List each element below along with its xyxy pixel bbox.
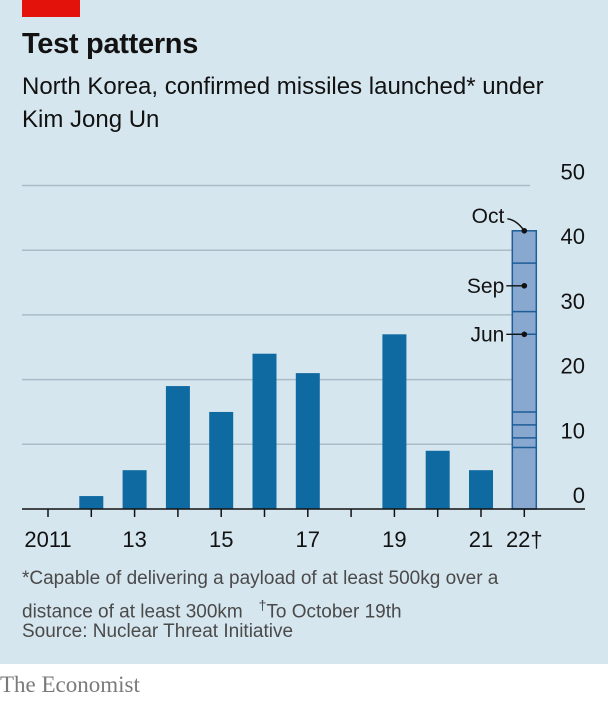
footnote: *Capable of delivering a payload of at l… bbox=[22, 566, 592, 625]
bar-2015 bbox=[209, 411, 234, 509]
bar-2020 bbox=[425, 450, 450, 509]
annotation-label: Jun bbox=[470, 323, 504, 346]
x-tick-label: 13 bbox=[122, 527, 146, 552]
annotation-label: Oct bbox=[472, 205, 505, 228]
bar-2017 bbox=[295, 373, 320, 509]
annotation-dot bbox=[521, 331, 528, 338]
chart-panel bbox=[0, 0, 608, 664]
economist-logo: The Economist bbox=[0, 672, 140, 697]
x-tick-label: 19 bbox=[382, 527, 406, 552]
x-tick-label: 17 bbox=[296, 527, 320, 552]
bar-chart: Jun Sep Oct 0 10 20 30 40 50 2011 13 15 17 19 21 22† bbox=[22, 160, 585, 552]
chart-subtitle: North Korea, confirmed missiles launched… bbox=[22, 73, 544, 133]
bar-2014 bbox=[165, 386, 190, 509]
x-tick-label: 15 bbox=[209, 527, 233, 552]
annotation-leader bbox=[507, 218, 525, 232]
dagger-mark: † bbox=[258, 597, 267, 613]
source-note: Source: Nuclear Threat Initiative bbox=[22, 621, 294, 642]
y-tick-label: 30 bbox=[561, 289, 585, 314]
bar-2019 bbox=[382, 334, 407, 509]
dagger-note: To October 19th bbox=[266, 601, 402, 623]
y-tick-label: 20 bbox=[561, 354, 585, 379]
x-tick-label: 2011 bbox=[24, 527, 71, 552]
footnote-line-2: distance of at least 300km †To October 1… bbox=[22, 592, 592, 625]
footnote-distance: distance of at least 300km bbox=[22, 601, 243, 623]
annotation-label: Sep bbox=[467, 275, 504, 298]
brand-red-tag bbox=[22, 0, 80, 17]
x-tick-label: 21 bbox=[469, 527, 493, 552]
bar-2012 bbox=[79, 496, 104, 509]
chart-title: Test patterns bbox=[22, 28, 199, 60]
bar-2016 bbox=[252, 353, 277, 509]
bar-2013 bbox=[122, 470, 147, 509]
annotation-dot bbox=[521, 227, 528, 234]
y-tick-label: 0 bbox=[573, 483, 585, 508]
x-tick-label: 22† bbox=[506, 527, 543, 552]
y-tick-label: 40 bbox=[561, 224, 585, 249]
footnote-line-1: *Capable of delivering a payload of at l… bbox=[22, 568, 499, 589]
y-tick-label: 50 bbox=[561, 160, 585, 185]
bar-2021 bbox=[469, 470, 493, 509]
annotation-dot bbox=[521, 282, 528, 289]
bar-2022 bbox=[511, 230, 538, 510]
y-tick-label: 10 bbox=[561, 418, 585, 443]
